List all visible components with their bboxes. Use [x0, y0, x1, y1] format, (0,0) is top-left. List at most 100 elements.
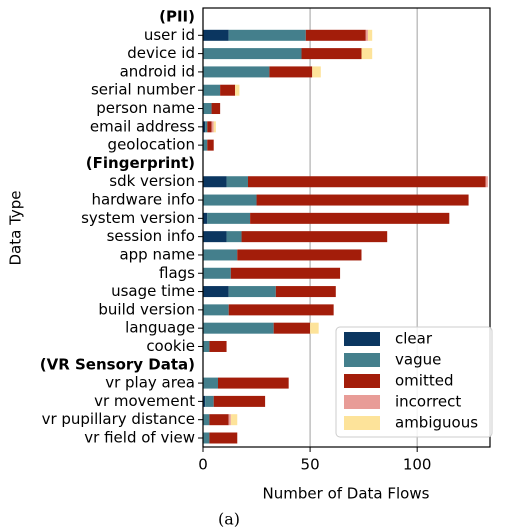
bar-segment: [207, 121, 212, 133]
bar-segment: [247, 176, 486, 188]
bar-segment: [275, 286, 336, 298]
bar-segment: [228, 304, 334, 316]
bar-segment: [209, 414, 229, 426]
y-axis-label: Data Type: [7, 190, 25, 265]
legend-swatch: [344, 332, 380, 346]
bar-segment: [203, 231, 227, 243]
bar-segment: [203, 176, 227, 188]
bar-segment: [228, 286, 276, 298]
section-label: (VR Sensory Data): [40, 355, 195, 373]
y-tick-label: cookie: [146, 337, 195, 355]
y-tick-label: vr field of view: [84, 429, 195, 447]
y-tick-label: sdk version: [109, 172, 195, 190]
y-tick-label: vr movement: [94, 392, 195, 410]
y-tick-label: email address: [90, 117, 195, 135]
bar-segment: [203, 414, 210, 426]
bar-segment: [301, 48, 362, 60]
bar-segment: [312, 66, 321, 78]
y-tick-label: serial number: [91, 81, 196, 99]
bar-segment: [205, 121, 208, 133]
bar-segment: [203, 194, 257, 206]
x-axis-label: Number of Data Flows: [263, 485, 430, 503]
bar-segment: [226, 231, 242, 243]
bar-segment: [203, 29, 229, 41]
legend-label: ambiguous: [395, 414, 478, 432]
legend-label: clear: [395, 330, 433, 348]
bar-segment: [269, 66, 313, 78]
y-tick-label: android id: [120, 62, 195, 80]
bar-segment: [305, 29, 366, 41]
bar-segment: [228, 414, 231, 426]
bar-segment: [203, 286, 229, 298]
bar-segment: [203, 395, 206, 407]
bar-segment: [203, 103, 212, 115]
bar-segment: [203, 432, 210, 444]
bar-segment: [361, 48, 373, 60]
bar-segment: [205, 395, 214, 407]
legend-swatch: [344, 395, 380, 409]
bar-segment: [213, 395, 266, 407]
legend-swatch: [344, 353, 380, 367]
bar-segment: [203, 66, 270, 78]
bar-segment: [241, 231, 388, 243]
y-tick-label: language: [125, 319, 195, 337]
bar-segment: [203, 249, 238, 261]
legend-label: vague: [395, 351, 441, 369]
bar-segment: [226, 176, 248, 188]
bar-segment: [209, 432, 238, 444]
bar-segment: [230, 267, 341, 279]
y-tick-label: hardware info: [91, 191, 195, 209]
legend-label: omitted: [395, 372, 453, 390]
caption: (a): [218, 510, 240, 529]
y-tick-label: vr play area: [105, 374, 195, 392]
bar-segment: [217, 377, 289, 389]
legend-swatch: [344, 374, 380, 388]
y-tick-label: device id: [127, 44, 195, 62]
bar-segment: [250, 212, 450, 224]
bar-segment: [213, 121, 216, 133]
y-tick-label: app name: [119, 245, 195, 263]
bar-segment: [211, 121, 214, 133]
bar-segment: [228, 29, 306, 41]
bar-segment: [209, 340, 227, 352]
bar-segment: [203, 139, 208, 151]
section-label: (Fingerprint): [86, 154, 195, 172]
y-tick-label: geolocation: [108, 136, 195, 154]
y-tick-label: usage time: [111, 282, 195, 300]
bar-segment: [237, 249, 362, 261]
y-tick-label: person name: [96, 99, 195, 117]
legend-swatch: [344, 416, 380, 430]
bar-segment: [203, 48, 302, 60]
bar-segment: [273, 322, 311, 334]
bar-segment: [207, 139, 214, 151]
bar-segment: [203, 84, 221, 96]
legend-label: incorrect: [395, 393, 461, 411]
y-tick-label: build version: [98, 300, 195, 318]
y-tick-label: system version: [81, 209, 195, 227]
bar-segment: [203, 340, 210, 352]
plot-frame: [202, 7, 491, 448]
bar-segment: [230, 414, 238, 426]
bar-segment: [235, 84, 240, 96]
y-tick-label: vr pupillary distance: [42, 410, 195, 428]
bar-segment: [203, 322, 274, 334]
x-tick-label: 0: [198, 456, 208, 474]
section-label: (PII): [159, 8, 195, 26]
y-tick-label: user id: [144, 26, 195, 44]
x-tick-label: 100: [403, 456, 432, 474]
y-tick-label: session info: [107, 227, 195, 245]
bar-segment: [203, 304, 229, 316]
bar-segment: [367, 29, 373, 41]
bar-segment: [207, 212, 251, 224]
bar-segment: [310, 322, 319, 334]
bar-segment: [256, 194, 469, 206]
x-tick-label: 50: [301, 456, 320, 474]
bar-segment: [203, 267, 231, 279]
y-tick-label: flags: [159, 264, 195, 282]
bar-segment: [203, 377, 218, 389]
bar-segment: [485, 176, 488, 188]
bar-segment: [220, 84, 236, 96]
bar-segment: [203, 121, 206, 133]
bar-segment: [365, 29, 368, 41]
bar-segment: [203, 212, 208, 224]
